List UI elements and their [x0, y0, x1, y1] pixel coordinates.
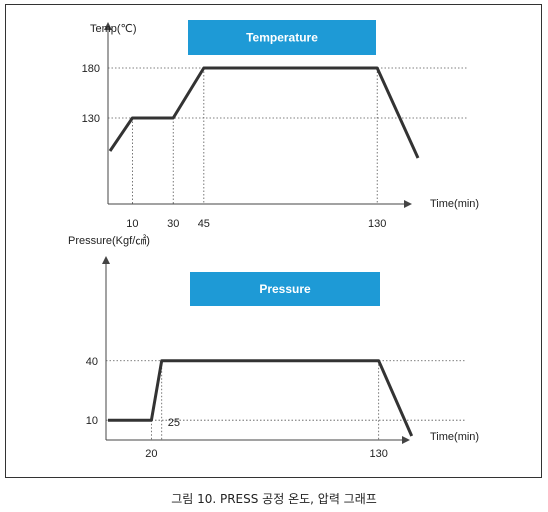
- temp-x-tick-label: 130: [368, 218, 386, 230]
- temp-series-line: [108, 66, 420, 159]
- temp-x-tick-label: 10: [126, 218, 138, 230]
- press-x-tick-label: 130: [369, 448, 387, 460]
- figure-frame: [5, 4, 542, 478]
- temp-y-tick-label: 180: [82, 63, 100, 75]
- temp-y-tick-label: 130: [82, 113, 100, 125]
- temp-y-axis-label: Temp(℃): [90, 23, 137, 35]
- figure-caption: 그림 10. PRESS 공정 온도, 압력 그래프: [171, 492, 377, 506]
- temp-x-axis-label: Time(min): [430, 198, 479, 210]
- temp-x-axis-arrow: [404, 200, 412, 208]
- temp-chart-title: Temperature: [246, 31, 318, 45]
- press-y-axis-label: Pressure(Kgf/㎠): [68, 234, 150, 247]
- temp-x-tick-label: 30: [167, 218, 179, 230]
- press-x-tick-label: 20: [145, 448, 157, 460]
- temp-x-tick-label: 45: [198, 218, 210, 230]
- press-series-line: [108, 359, 414, 437]
- press-annotation: 25: [168, 417, 180, 429]
- press-y-tick-label: 10: [86, 415, 98, 427]
- press-chart-title: Pressure: [259, 282, 311, 296]
- press-x-axis-arrow: [402, 436, 410, 444]
- temp-title-banner: [188, 20, 376, 55]
- press-y-axis-arrow: [102, 256, 110, 264]
- press-title-banner: [190, 272, 380, 306]
- press-y-tick-label: 40: [86, 356, 98, 368]
- temp-y-axis-arrow: [104, 22, 112, 30]
- press-x-axis-label: Time(min): [430, 431, 479, 443]
